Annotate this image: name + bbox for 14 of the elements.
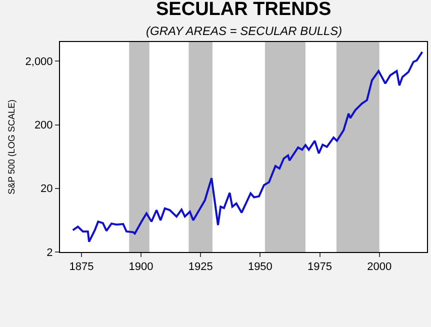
line-series — [72, 50, 424, 243]
x-tick-label: 1900 — [128, 261, 154, 274]
y-tick-label: 2,000 — [25, 56, 53, 68]
x-tick-label: 1875 — [69, 261, 94, 274]
x-tick-label: 1950 — [248, 261, 272, 274]
y-tick-label: 20 — [40, 183, 53, 196]
chart-title: SECULAR TRENDS — [156, 0, 332, 20]
x-tick-label: 1975 — [308, 261, 332, 274]
x-tick-label: 2000 — [367, 261, 392, 274]
x-tick-label: 1925 — [188, 261, 213, 274]
chart-subtitle: (GRAY AREAS = SECULAR BULLS) — [146, 24, 342, 38]
y-tick-label: 2 — [46, 246, 53, 259]
y-tick-label: 200 — [34, 120, 53, 132]
y-axis-title: S&P 500 (LOG SCALE) — [6, 100, 17, 194]
